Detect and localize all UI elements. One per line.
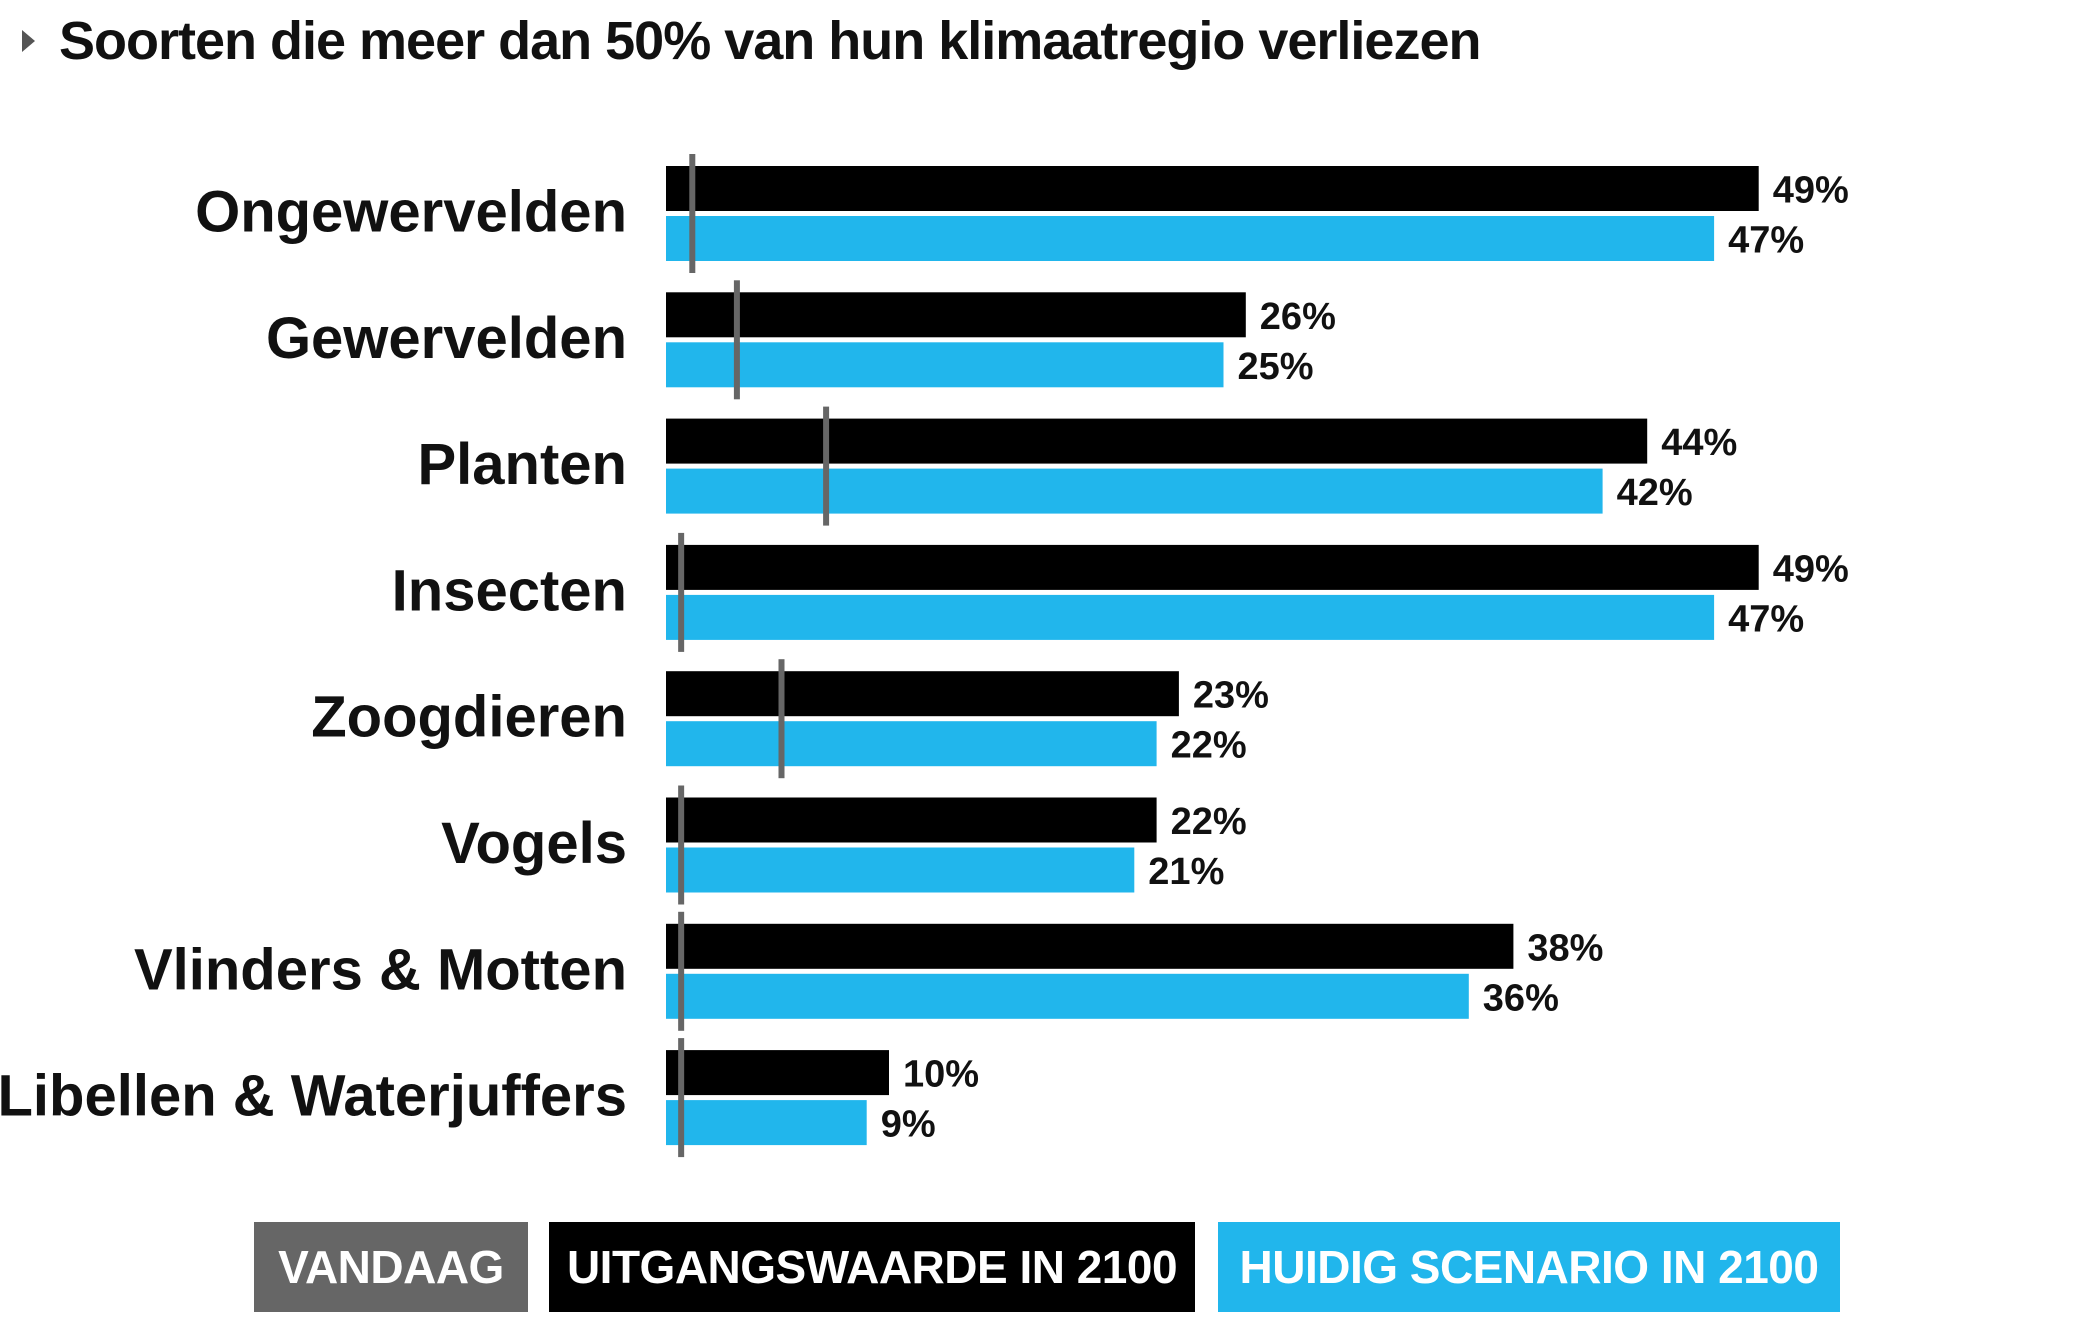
value-label-baseline-ongewervelden: 49% (1773, 170, 1849, 212)
marker-today-zoogdieren (778, 659, 785, 779)
category-label-libellen-and-waterjuffers: Libellen & Waterjuffers (0, 1064, 627, 1129)
category-label-zoogdieren: Zoogdieren (311, 685, 627, 750)
legend-baseline-label: UITGANGSWAARDE IN 2100 (566, 1241, 1178, 1293)
value-label-current-vogels: 21% (1148, 851, 1224, 893)
category-label-planten: Planten (418, 432, 628, 497)
chart-title-row: Soorten die meer dan 50% van hun klimaat… (22, 6, 1481, 76)
value-label-current-vlinders-and-motten: 36% (1483, 977, 1559, 1019)
bar-current-planten (666, 468, 1603, 514)
category-label-insecten: Insecten (392, 558, 627, 623)
legend-current-label: HUIDIG SCENARIO IN 2100 (1239, 1241, 1819, 1293)
bar-baseline-gewervelden (666, 292, 1246, 338)
marker-today-ongewervelden (689, 154, 696, 273)
legend-baseline: UITGANGSWAARDE IN 2100 (549, 1222, 1195, 1312)
bar-current-insecten (666, 594, 1715, 640)
legend-today: VANDAAG (254, 1222, 528, 1312)
value-label-baseline-planten: 44% (1661, 422, 1737, 464)
bar-current-zoogdieren (666, 721, 1157, 767)
value-label-baseline-vlinders-and-motten: 38% (1527, 927, 1603, 969)
bar-baseline-planten (666, 418, 1648, 464)
value-label-current-gewervelden: 25% (1238, 346, 1314, 388)
bar-current-vogels (666, 847, 1135, 893)
value-label-current-insecten: 47% (1728, 598, 1804, 640)
value-label-current-libellen-and-waterjuffers: 9% (881, 1104, 936, 1146)
marker-today-vlinders-and-motten (678, 911, 685, 1031)
bar-baseline-ongewervelden (666, 166, 1759, 211)
legend-today-label: VANDAAG (278, 1241, 504, 1293)
value-label-baseline-insecten: 49% (1773, 548, 1849, 590)
value-label-baseline-zoogdieren: 23% (1193, 675, 1269, 717)
category-label-ongewervelden: Ongewervelden (195, 180, 627, 245)
category-label-vogels: Vogels (441, 811, 627, 876)
marker-today-gewervelden (733, 280, 740, 400)
bar-baseline-libellen-and-waterjuffers (666, 1050, 889, 1096)
expand-arrow-icon[interactable] (22, 30, 35, 52)
bar-baseline-vogels (666, 797, 1157, 843)
bar-current-ongewervelden (666, 216, 1715, 261)
marker-today-insecten (678, 532, 685, 652)
chart-title: Soorten die meer dan 50% van hun klimaat… (59, 11, 1481, 71)
category-label-vlinders-and-motten: Vlinders & Motten (134, 937, 627, 1002)
legend-current: HUIDIG SCENARIO IN 2100 (1218, 1222, 1840, 1312)
value-label-current-ongewervelden: 47% (1728, 220, 1804, 262)
category-label-gewervelden: Gewervelden (266, 306, 627, 371)
value-label-current-zoogdieren: 22% (1171, 725, 1247, 767)
bar-baseline-zoogdieren (666, 671, 1179, 717)
bar-baseline-vlinders-and-motten (666, 923, 1514, 969)
bar-baseline-insecten (666, 544, 1759, 590)
bar-current-libellen-and-waterjuffers (666, 1100, 867, 1146)
marker-today-planten (823, 406, 830, 526)
value-label-baseline-gewervelden: 26% (1260, 296, 1336, 338)
value-label-baseline-vogels: 22% (1171, 801, 1247, 843)
value-label-current-planten: 42% (1617, 472, 1693, 514)
value-label-baseline-libellen-and-waterjuffers: 10% (903, 1054, 979, 1096)
bar-current-vlinders-and-motten (666, 973, 1469, 1019)
marker-today-libellen-and-waterjuffers (678, 1038, 685, 1158)
bar-current-gewervelden (666, 342, 1224, 388)
marker-today-vogels (678, 785, 685, 905)
